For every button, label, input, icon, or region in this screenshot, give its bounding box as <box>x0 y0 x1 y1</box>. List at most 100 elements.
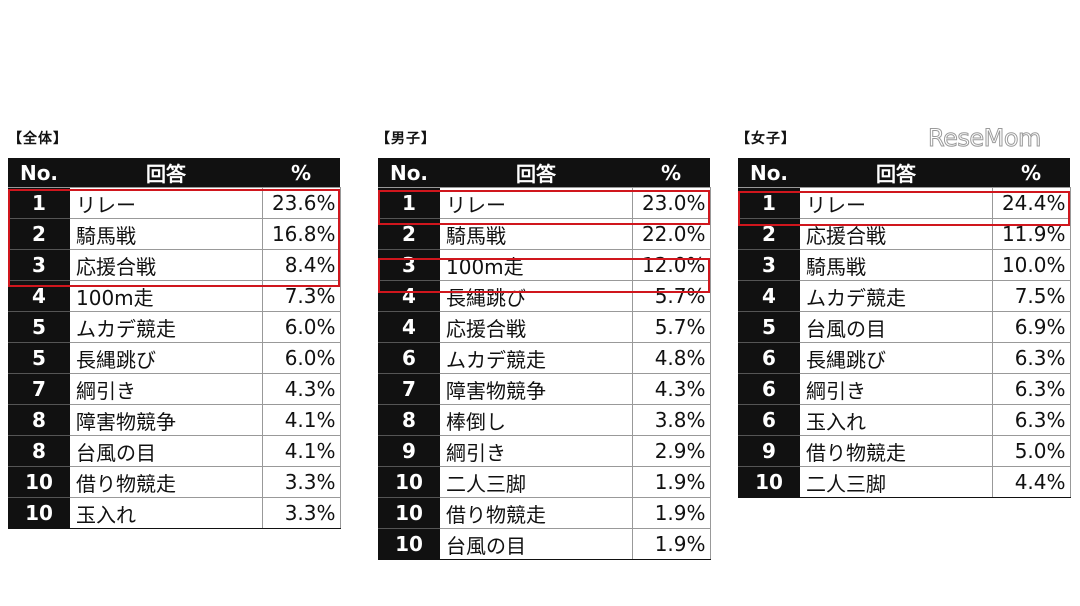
answer-cell: 応援合戦 <box>800 218 993 250</box>
answer-cell: 騎馬戦 <box>800 249 993 281</box>
rank-number-cell: 6 <box>378 342 440 374</box>
header-answer: 回答 <box>70 158 262 188</box>
rank-number-cell: 2 <box>738 218 800 250</box>
rank-number-cell: 10 <box>378 528 440 560</box>
percent-cell: 1.9% <box>632 466 711 498</box>
answer-cell: 100m走 <box>70 280 263 312</box>
ranking-table-girls: No. 回答 % 1 リレー 24.4% 2 応援合戦 11.9% 3 騎馬戦 10.0% 4 ムカ… <box>738 158 1071 498</box>
answer-cell: 綱引き <box>70 373 263 405</box>
percent-cell: 1.9% <box>632 528 711 560</box>
table-row: 6 玉入れ 6.3% <box>738 404 1071 436</box>
rank-number-cell: 10 <box>378 466 440 498</box>
table-caption-boys: 【男子】 <box>376 131 436 147</box>
rank-number-cell: 5 <box>738 311 800 343</box>
percent-cell: 4.1% <box>262 435 341 467</box>
table-row: 9 借り物競走 5.0% <box>738 435 1071 467</box>
table-row: 3 騎馬戦 10.0% <box>738 249 1071 281</box>
rank-number-cell: 10 <box>8 466 70 498</box>
header-percent: % <box>992 158 1070 188</box>
rank-number-cell: 5 <box>8 311 70 343</box>
table-row: 4 長縄跳び 5.7% <box>378 280 711 312</box>
table-row: 8 台風の目 4.1% <box>8 435 341 467</box>
percent-cell: 11.9% <box>992 218 1071 250</box>
table-header-row: No. 回答 % <box>378 158 710 188</box>
percent-cell: 5.7% <box>632 280 711 312</box>
percent-cell: 1.9% <box>632 497 711 529</box>
rank-number-cell: 10 <box>378 497 440 529</box>
answer-cell: ムカデ競走 <box>440 342 633 374</box>
ranking-table-boys: No. 回答 % 1 リレー 23.0% 2 騎馬戦 22.0% 3 100m走 12.0% 4 長… <box>378 158 711 560</box>
percent-cell: 6.0% <box>262 342 341 374</box>
table-row: 1 リレー 24.4% <box>738 187 1071 219</box>
table-row: 10 台風の目 1.9% <box>378 528 711 560</box>
rank-number-cell: 1 <box>738 187 800 219</box>
percent-cell: 6.3% <box>992 342 1071 374</box>
table-caption-overall: 【全体】 <box>8 131 68 147</box>
table-row: 4 応援合戦 5.7% <box>378 311 711 343</box>
table-row: 4 100m走 7.3% <box>8 280 341 312</box>
rank-number-cell: 1 <box>8 187 70 219</box>
table-row: 3 100m走 12.0% <box>378 249 711 281</box>
rank-number-cell: 7 <box>378 373 440 405</box>
table-row: 7 綱引き 4.3% <box>8 373 341 405</box>
percent-cell: 23.6% <box>262 187 341 219</box>
percent-cell: 23.0% <box>632 187 711 219</box>
percent-cell: 10.0% <box>992 249 1071 281</box>
answer-cell: 棒倒し <box>440 404 633 436</box>
percent-cell: 6.0% <box>262 311 341 343</box>
table-row: 2 騎馬戦 22.0% <box>378 218 711 250</box>
percent-cell: 6.3% <box>992 373 1071 405</box>
answer-cell: 借り物競走 <box>440 497 633 529</box>
answer-cell: 台風の目 <box>800 311 993 343</box>
percent-cell: 4.1% <box>262 404 341 436</box>
answer-cell: 100m走 <box>440 249 633 281</box>
answer-cell: 借り物競走 <box>800 435 993 467</box>
header-answer: 回答 <box>800 158 992 188</box>
answer-cell: ムカデ競走 <box>70 311 263 343</box>
table-row: 3 応援合戦 8.4% <box>8 249 341 281</box>
header-answer: 回答 <box>440 158 632 188</box>
table-row: 10 借り物競走 1.9% <box>378 497 711 529</box>
answer-cell: 台風の目 <box>440 528 633 560</box>
percent-cell: 8.4% <box>262 249 341 281</box>
rank-number-cell: 6 <box>738 373 800 405</box>
percent-cell: 3.3% <box>262 466 341 498</box>
table-header-row: No. 回答 % <box>738 158 1070 188</box>
table-row: 9 綱引き 2.9% <box>378 435 711 467</box>
table-row: 8 棒倒し 3.8% <box>378 404 711 436</box>
header-no: No. <box>378 158 440 188</box>
table-row: 5 長縄跳び 6.0% <box>8 342 341 374</box>
percent-cell: 4.3% <box>632 373 711 405</box>
rank-number-cell: 3 <box>8 249 70 281</box>
rank-number-cell: 9 <box>738 435 800 467</box>
percent-cell: 16.8% <box>262 218 341 250</box>
answer-cell: 長縄跳び <box>70 342 263 374</box>
table-row: 10 二人三脚 4.4% <box>738 466 1071 498</box>
ranking-table-overall: No. 回答 % 1 リレー 23.6% 2 騎馬戦 16.8% 3 応援合戦 8.4% 4 100… <box>8 158 341 529</box>
answer-cell: 二人三脚 <box>800 466 993 498</box>
rank-number-cell: 8 <box>8 435 70 467</box>
answer-cell: 騎馬戦 <box>70 218 263 250</box>
rank-number-cell: 4 <box>738 280 800 312</box>
header-percent: % <box>632 158 710 188</box>
answer-cell: 障害物競争 <box>440 373 633 405</box>
rank-number-cell: 7 <box>8 373 70 405</box>
percent-cell: 7.3% <box>262 280 341 312</box>
table-row: 5 ムカデ競走 6.0% <box>8 311 341 343</box>
table-row: 8 障害物競争 4.1% <box>8 404 341 436</box>
answer-cell: 綱引き <box>800 373 993 405</box>
answer-cell: 応援合戦 <box>70 249 263 281</box>
answer-cell: 台風の目 <box>70 435 263 467</box>
answer-cell: リレー <box>70 187 263 219</box>
table-row: 1 リレー 23.0% <box>378 187 711 219</box>
rank-number-cell: 5 <box>8 342 70 374</box>
rank-number-cell: 6 <box>738 342 800 374</box>
rank-number-cell: 4 <box>378 311 440 343</box>
table-row: 5 台風の目 6.9% <box>738 311 1071 343</box>
rank-number-cell: 8 <box>378 404 440 436</box>
percent-cell: 4.8% <box>632 342 711 374</box>
answer-cell: 長縄跳び <box>440 280 633 312</box>
answer-cell: リレー <box>800 187 993 219</box>
answer-cell: 二人三脚 <box>440 466 633 498</box>
answer-cell: 借り物競走 <box>70 466 263 498</box>
